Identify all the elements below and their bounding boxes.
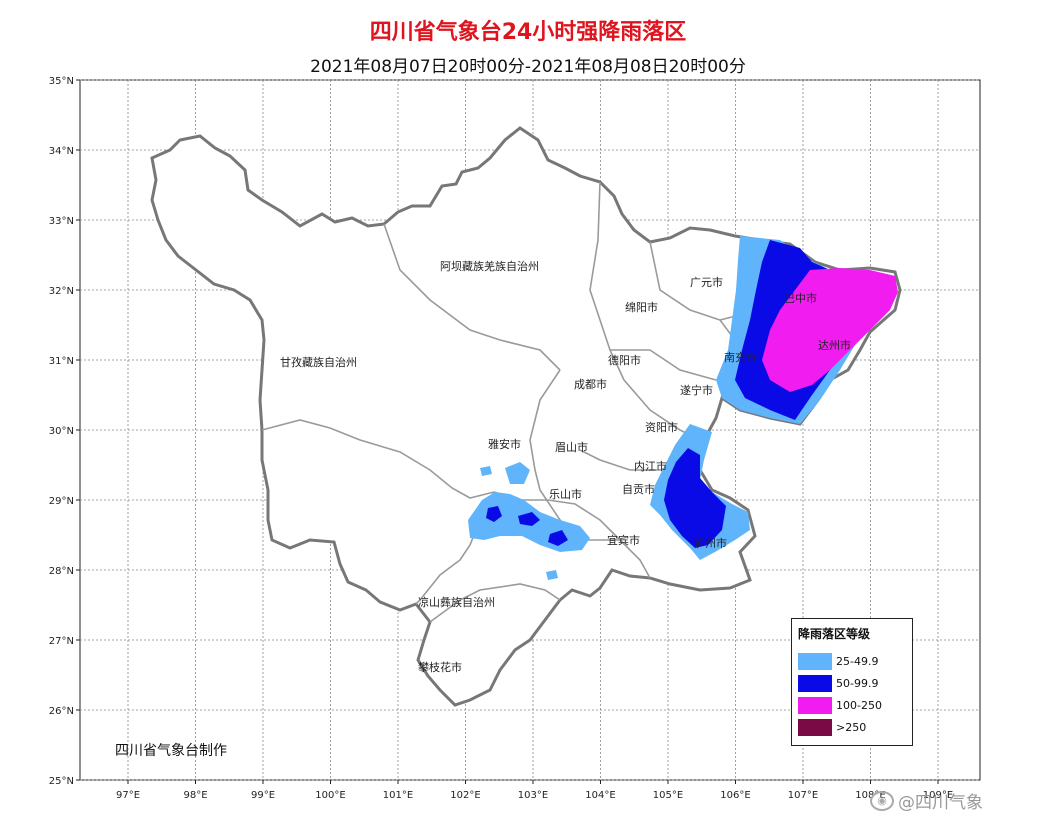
latitude-tick-label: 34°N: [49, 146, 74, 157]
region-label: 甘孜藏族自治州: [280, 355, 357, 369]
region-label: 成都市: [574, 377, 607, 391]
longitude-tick-label: 97°E: [116, 790, 140, 801]
region-label: 雅安市: [488, 437, 521, 451]
weibo-watermark: ◉ @四川气象: [870, 788, 983, 813]
region-label: 宜宾市: [607, 533, 640, 547]
rain-zone-50-99-sw3: [548, 530, 568, 546]
legend-swatch: [798, 674, 832, 692]
region-label: 广元市: [690, 275, 723, 289]
legend-item: 100-250: [798, 694, 912, 716]
legend-swatch: [798, 696, 832, 714]
latitude-tick-label: 30°N: [49, 426, 74, 437]
longitude-tick-label: 98°E: [183, 790, 207, 801]
axis-ticks: 35°N 34°N 33°N 32°N 31°N 30°N 29°N 28°N 27°N 26°N…: [49, 76, 953, 801]
legend-swatch: [798, 718, 832, 736]
region-label: 乐山市: [549, 487, 582, 501]
rainfall-areas: [468, 236, 898, 580]
legend-label: 50-99.9: [836, 676, 879, 690]
watermark-text: @四川气象: [898, 793, 983, 813]
longitude-tick-label: 99°E: [251, 790, 275, 801]
region-label: 绵阳市: [625, 300, 658, 314]
region-label: 遂宁市: [680, 383, 713, 397]
longitude-tick-label: 107°E: [788, 790, 818, 801]
region-label: 攀枝花市: [418, 660, 462, 674]
rain-zone-50-99-se: [664, 448, 726, 548]
legend-swatch: [798, 652, 832, 670]
region-label: 德阳市: [608, 353, 641, 367]
latitude-tick-label: 26°N: [49, 706, 74, 717]
region-label: 南充市: [724, 350, 757, 364]
longitude-tick-label: 104°E: [585, 790, 615, 801]
longitude-tick-label: 101°E: [383, 790, 413, 801]
latitude-tick-label: 31°N: [49, 356, 74, 367]
latitude-tick-label: 32°N: [49, 286, 74, 297]
region-label: 眉山市: [555, 440, 588, 454]
latitude-tick-label: 28°N: [49, 566, 74, 577]
rain-zone-50-99-sw2: [518, 512, 540, 526]
longitude-tick-label: 102°E: [450, 790, 480, 801]
rain-zone-100-250-ne: [762, 268, 898, 392]
legend-title: 降雨落区等级: [798, 627, 871, 641]
longitude-tick-label: 105°E: [653, 790, 683, 801]
legend-item: 50-99.9: [798, 672, 912, 694]
map-title: 四川省气象台24小时强降雨落区: [369, 20, 687, 45]
longitude-tick-label: 103°E: [518, 790, 548, 801]
region-label: 巴中市: [784, 291, 817, 305]
weibo-icon: ◉: [870, 790, 894, 811]
longitude-tick-label: 109°E: [923, 790, 953, 801]
rainfall-legend: 降雨落区等级 25-49.9 50-99.9 100-250 >250: [791, 618, 913, 746]
region-labels: 阿坝藏族羌族自治州 甘孜藏族自治州 广元市 绵阳市 德阳市 成都市 巴中市 达州…: [280, 259, 851, 674]
legend-item: 25-49.9: [798, 650, 912, 672]
region-label: 泸州市: [694, 536, 727, 550]
legend-label: >250: [836, 720, 867, 734]
producer-credit: 四川省气象台制作: [115, 743, 227, 759]
longitude-tick-label: 100°E: [315, 790, 345, 801]
map-subtitle: 2021年08月07日20时00分-2021年08月08日20时00分: [310, 57, 746, 77]
region-label: 阿坝藏族羌族自治州: [440, 259, 539, 273]
latitude-tick-label: 29°N: [49, 496, 74, 507]
rain-zone-25-49-sw4: [546, 570, 558, 580]
region-label: 达州市: [818, 338, 851, 352]
legend-item: >250: [798, 716, 912, 738]
rain-zone-25-49-sw3: [480, 466, 492, 476]
longitude-tick-label: 106°E: [720, 790, 750, 801]
region-label: 资阳市: [645, 420, 678, 434]
rain-zone-25-49-sw2: [505, 462, 530, 484]
latitude-tick-label: 35°N: [49, 76, 74, 87]
region-label: 内江市: [634, 459, 667, 473]
latitude-tick-label: 25°N: [49, 776, 74, 787]
legend-label: 100-250: [836, 698, 882, 712]
legend-label: 25-49.9: [836, 654, 879, 668]
region-label: 凉山彝族自治州: [418, 595, 495, 609]
latitude-tick-label: 27°N: [49, 636, 74, 647]
region-label: 自贡市: [622, 482, 655, 496]
latitude-tick-label: 33°N: [49, 216, 74, 227]
rain-zone-50-99-sw1: [486, 506, 502, 522]
